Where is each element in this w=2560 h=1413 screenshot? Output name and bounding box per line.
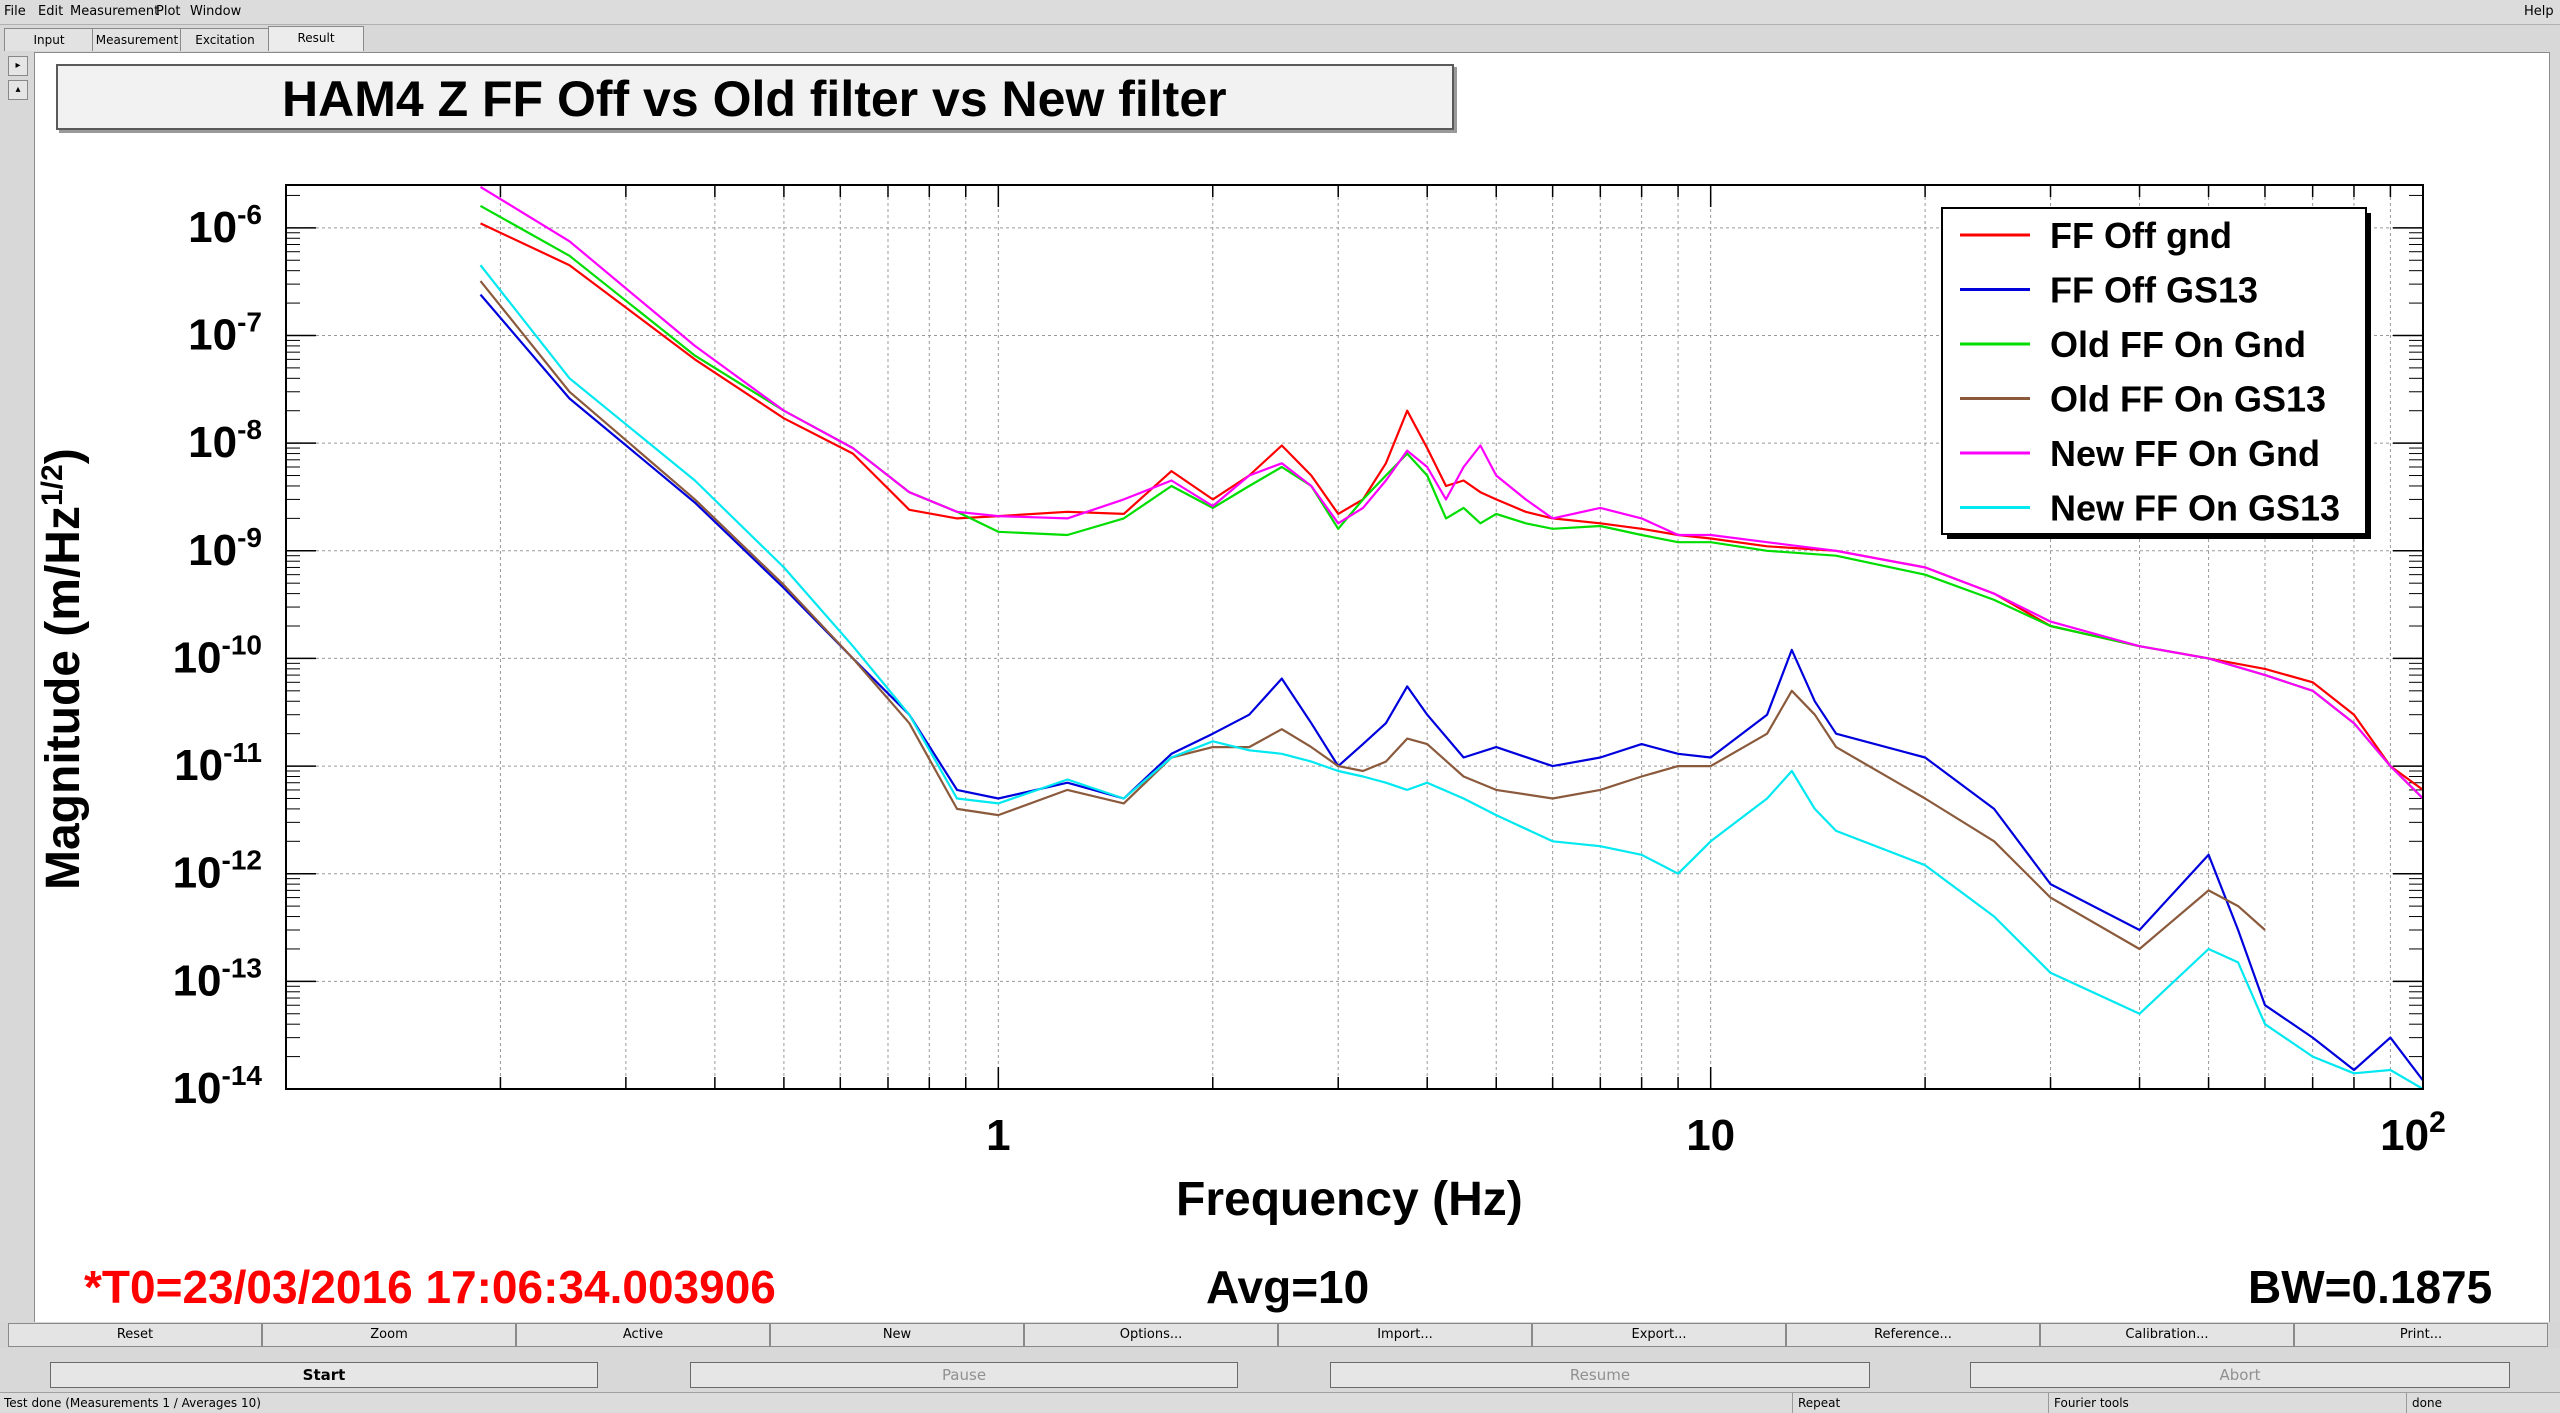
- import-button[interactable]: Import...: [1278, 1323, 1532, 1347]
- series-line-5[interactable]: [479, 185, 2424, 800]
- reset-button[interactable]: Reset: [8, 1323, 262, 1347]
- menu-help[interactable]: Help: [2524, 4, 2554, 19]
- tab-input[interactable]: Input: [4, 28, 94, 51]
- zoom-button[interactable]: Zoom: [262, 1323, 516, 1347]
- plot-toolbar: Reset Zoom Active New Options... Import.…: [0, 1322, 2560, 1348]
- y-axis-label: Magnitude (m/Hz1/2): [36, 448, 90, 890]
- y-tick-label: 10-11: [174, 737, 262, 790]
- y-tick-label: 10-12: [173, 845, 262, 898]
- export-button[interactable]: Export...: [1532, 1323, 1786, 1347]
- series-line-2[interactable]: [479, 293, 2424, 1082]
- plot-frame: [285, 184, 2424, 1090]
- tab-result[interactable]: Result: [268, 26, 364, 51]
- status-state: done: [2412, 1396, 2442, 1410]
- collapse-arrow-icon[interactable]: ▴: [8, 80, 28, 100]
- y-tick-label: 10-14: [173, 1060, 263, 1113]
- t0-timestamp: *T0=23/03/2016 17:06:34.003906: [84, 1261, 776, 1313]
- status-message: Test done (Measurements 1 / Averages 10): [4, 1396, 261, 1410]
- y-tick-label: 10-10: [173, 629, 262, 682]
- expand-arrow-icon[interactable]: ▸: [8, 56, 28, 76]
- bandwidth: BW=0.1875: [2248, 1261, 2493, 1313]
- start-button[interactable]: Start: [50, 1362, 598, 1388]
- print-button[interactable]: Print...: [2294, 1323, 2548, 1347]
- series-line-3[interactable]: [479, 204, 2424, 800]
- menu-measurement[interactable]: Measurement: [70, 4, 160, 19]
- y-tick-label: 10-7: [188, 306, 262, 359]
- calibration-button[interactable]: Calibration...: [2040, 1323, 2294, 1347]
- series-line-4[interactable]: [479, 280, 2266, 951]
- y-tick-label: 10-9: [188, 522, 262, 575]
- status-tools: Fourier tools: [2054, 1396, 2129, 1410]
- legend-label-5: New FF On Gnd: [2050, 433, 2320, 474]
- x-axis-label: Frequency (Hz): [1176, 1173, 1523, 1226]
- x-tick-label-100: 102: [2380, 1106, 2446, 1160]
- series-line-6[interactable]: [479, 264, 2424, 1090]
- legend-label-6: New FF On GS13: [2050, 488, 2340, 529]
- pad-arrows: ▸ ▴: [8, 56, 28, 104]
- menu-file[interactable]: File: [4, 4, 26, 19]
- pause-button[interactable]: Pause: [690, 1362, 1238, 1388]
- legend-label-1: FF Off gnd: [2050, 215, 2232, 256]
- tab-excitation[interactable]: Excitation: [180, 28, 270, 51]
- abort-button[interactable]: Abort: [1970, 1362, 2510, 1388]
- legend-label-4: Old FF On GS13: [2050, 379, 2326, 420]
- plot-title-box: HAM4 Z FF Off vs Old filter vs New filte…: [56, 64, 1454, 130]
- menu-window[interactable]: Window: [190, 4, 242, 19]
- menu-edit[interactable]: Edit: [38, 4, 64, 19]
- active-button[interactable]: Active: [516, 1323, 770, 1347]
- plot-title: HAM4 Z FF Off vs Old filter vs New filte…: [282, 71, 1227, 127]
- resume-button[interactable]: Resume: [1330, 1362, 1870, 1388]
- reference-button[interactable]: Reference...: [1786, 1323, 2040, 1347]
- legend-label-2: FF Off GS13: [2050, 270, 2258, 311]
- y-tick-label: 10-8: [188, 414, 262, 467]
- run-controls: Start Pause Resume Abort: [0, 1362, 2560, 1390]
- y-tick-label: 10-13: [173, 952, 262, 1005]
- options-button[interactable]: Options...: [1024, 1323, 1278, 1347]
- tab-strip: Input Measurement Excitation Result: [0, 26, 2560, 52]
- new-button[interactable]: New: [770, 1323, 1024, 1347]
- x-tick-label-10: 10: [1686, 1111, 1735, 1160]
- y-tick-label: 10-6: [188, 199, 262, 252]
- menu-bar: File Edit Measurement Plot Window Help: [0, 0, 2560, 25]
- menu-plot[interactable]: Plot: [156, 4, 181, 19]
- average-count: Avg=10: [1206, 1261, 1370, 1313]
- legend-label-3: Old FF On Gnd: [2050, 324, 2306, 365]
- legend-box: [1941, 207, 2367, 535]
- x-tick-label-1: 1: [986, 1111, 1010, 1160]
- status-repeat: Repeat: [1798, 1396, 1841, 1410]
- status-bar: Test done (Measurements 1 / Averages 10)…: [0, 1392, 2560, 1413]
- tab-measurement[interactable]: Measurement: [92, 28, 182, 51]
- spectrum-chart[interactable]: 10-6 10-7 10-8 10-9 10-10 10-11 10-12 10-13 10-1…: [0, 0, 2560, 1322]
